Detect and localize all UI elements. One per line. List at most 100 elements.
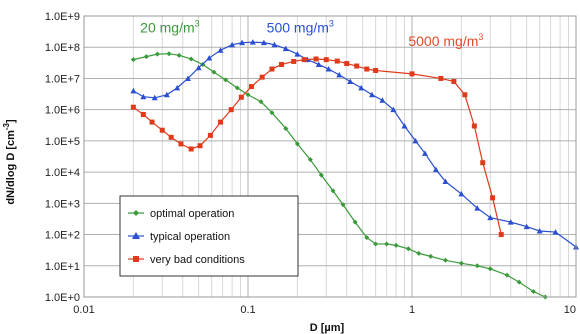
legend-item-optimal: optimal operation bbox=[128, 208, 234, 220]
data-point bbox=[211, 69, 217, 75]
data-point bbox=[245, 92, 251, 98]
series-1 bbox=[130, 39, 579, 250]
data-point bbox=[458, 260, 464, 266]
data-point bbox=[480, 160, 486, 166]
data-point bbox=[140, 112, 146, 118]
data-point bbox=[428, 253, 434, 259]
data-point bbox=[393, 242, 399, 248]
data-point bbox=[294, 141, 300, 147]
data-point bbox=[151, 94, 158, 101]
data-point bbox=[487, 266, 493, 272]
data-point bbox=[368, 91, 375, 98]
data-point bbox=[188, 56, 194, 62]
data-point bbox=[504, 272, 510, 278]
x-tick-label: 0.01 bbox=[73, 304, 94, 316]
data-point bbox=[354, 63, 360, 69]
series-2 bbox=[130, 56, 504, 238]
annotations: 20 mg/m3 500 mg/m3 5000 mg/m3 bbox=[140, 18, 483, 49]
data-point bbox=[487, 214, 494, 221]
x-tick-label: 1 bbox=[409, 304, 415, 316]
y-tick-label: 1.0E+7 bbox=[45, 73, 80, 85]
data-point bbox=[507, 219, 514, 225]
data-point bbox=[228, 107, 234, 113]
annotation-label: 20 mg/m3 bbox=[140, 18, 199, 35]
data-point bbox=[188, 146, 194, 152]
data-point bbox=[471, 123, 477, 129]
y-tick-label: 1.0E+4 bbox=[45, 167, 80, 179]
data-point bbox=[416, 250, 422, 256]
data-point bbox=[149, 119, 155, 125]
data-point bbox=[536, 227, 543, 234]
y-tick-label: 1.0E+9 bbox=[45, 11, 80, 23]
data-point bbox=[523, 223, 530, 230]
data-point bbox=[330, 188, 336, 194]
legend-item-typical: typical operation bbox=[128, 231, 230, 243]
y-axis-label: dN/dlog D [cm-3] bbox=[2, 119, 17, 205]
data-point bbox=[249, 39, 256, 45]
legend-item-very-bad: very bad conditions bbox=[128, 254, 245, 266]
data-point bbox=[474, 263, 480, 269]
data-point bbox=[174, 84, 181, 91]
plot-frame bbox=[83, 15, 577, 298]
y-tick-label: 1.0E+3 bbox=[45, 198, 80, 210]
data-point bbox=[352, 219, 358, 225]
data-point bbox=[364, 235, 370, 241]
y-tick-label: 1.0E+2 bbox=[45, 230, 80, 242]
y-tick-label: 1.0E+1 bbox=[45, 261, 80, 273]
legend-box bbox=[119, 195, 299, 277]
data-point bbox=[432, 166, 439, 173]
legend-label-very-bad: very bad conditions bbox=[150, 254, 245, 266]
data-point bbox=[421, 150, 428, 156]
data-point bbox=[248, 84, 254, 90]
data-point bbox=[260, 39, 267, 46]
data-point bbox=[336, 71, 343, 78]
x-axis-label: D [µm] bbox=[310, 322, 345, 334]
data-point bbox=[379, 97, 386, 103]
data-point bbox=[344, 61, 350, 67]
data-point bbox=[373, 67, 379, 73]
data-point bbox=[269, 110, 275, 116]
data-point bbox=[552, 229, 559, 235]
data-point bbox=[451, 78, 457, 84]
data-point bbox=[530, 289, 536, 295]
data-point bbox=[229, 41, 236, 48]
y-tick-label: 1.0E+5 bbox=[45, 136, 80, 148]
data-point bbox=[313, 56, 319, 62]
data-point bbox=[168, 134, 174, 140]
annotation-label: 5000 mg/m3 bbox=[408, 32, 483, 49]
data-point bbox=[207, 132, 213, 138]
data-point bbox=[217, 47, 224, 53]
data-point bbox=[130, 57, 136, 63]
data-point bbox=[373, 241, 379, 247]
data-point bbox=[301, 57, 307, 63]
data-point bbox=[195, 64, 202, 71]
data-point bbox=[390, 106, 397, 113]
data-point bbox=[405, 246, 411, 252]
y-tick-label: 1.0E+6 bbox=[45, 105, 80, 117]
data-point bbox=[234, 85, 240, 91]
data-point bbox=[258, 99, 264, 105]
data-point bbox=[347, 78, 354, 84]
data-point bbox=[223, 77, 229, 83]
data-point bbox=[315, 61, 322, 67]
data-point bbox=[130, 87, 137, 94]
data-point bbox=[178, 141, 184, 147]
data-point bbox=[438, 75, 444, 81]
data-point bbox=[239, 39, 246, 46]
data-point bbox=[364, 66, 370, 72]
data-point bbox=[143, 54, 149, 60]
tick-labels: 1.0E+0 1.0E+1 1.0E+2 1.0E+3 1.0E+4 1.0E+5 1.0E… bbox=[45, 11, 576, 316]
data-point bbox=[238, 94, 244, 100]
data-point bbox=[166, 51, 172, 57]
data-point bbox=[516, 279, 522, 285]
data-point bbox=[159, 127, 165, 133]
data-point bbox=[294, 51, 301, 57]
x-tick-label: 0.1 bbox=[240, 304, 255, 316]
data-point bbox=[490, 195, 496, 201]
data-point bbox=[323, 57, 329, 63]
data-point bbox=[474, 205, 481, 211]
legend: optimal operation typical operation very… bbox=[119, 195, 299, 277]
x-tick-label: 10 bbox=[564, 304, 576, 316]
data-point bbox=[259, 74, 265, 80]
